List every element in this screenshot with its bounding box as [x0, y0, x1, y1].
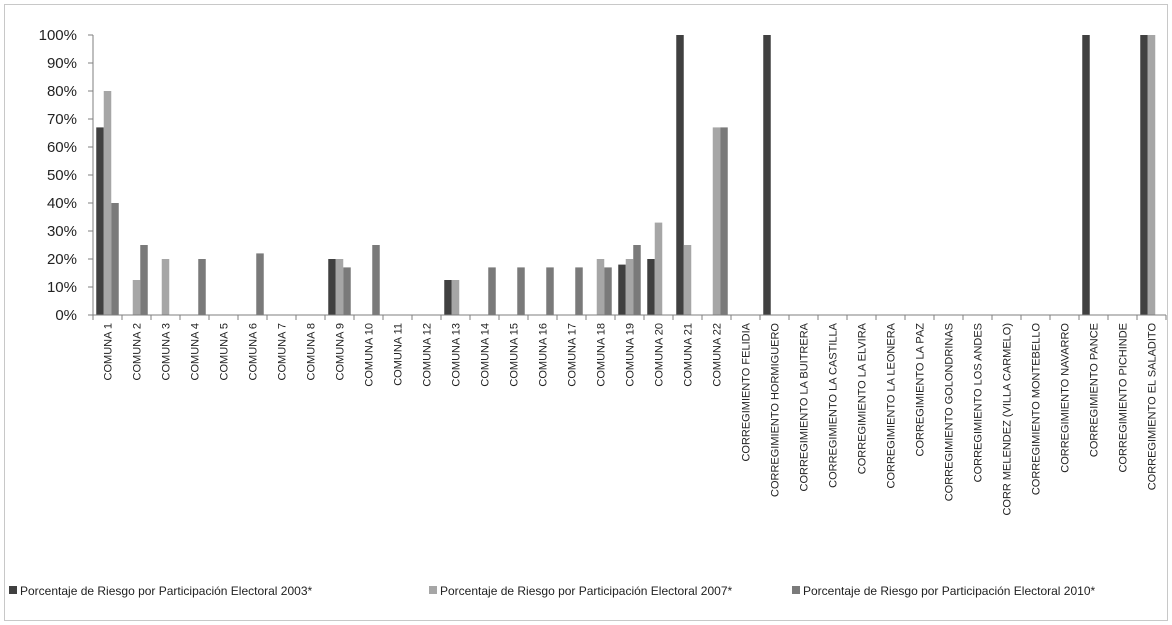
bar-2 [1147, 35, 1156, 315]
bar-1 [676, 35, 684, 315]
category-label: CORREGIMIENTO PANCE [1089, 323, 1101, 457]
bar-2 [654, 222, 663, 315]
category-label: COMUNA 13 [451, 323, 463, 387]
category-label: COMUNA 1 [103, 323, 115, 380]
bar-2 [103, 91, 112, 315]
category-label: CORREGIMIENTO FELIDIA [741, 322, 753, 461]
category-label: CORREGIMIENTO NAVARRO [1060, 323, 1072, 473]
category-label: COMUNA 16 [538, 323, 550, 387]
y-tick-label: 80% [47, 83, 77, 100]
bar-chart: 0% 10% 20% 30% 40% 50% 60% 70% 80% 90% 100% COMUNA… [9, 27, 1167, 598]
category-label: COMUNA 6 [248, 323, 260, 380]
bar-1 [1082, 35, 1090, 315]
y-tick-label: 70% [47, 111, 77, 128]
legend: Porcentaje de Riesgo por Participación E… [9, 584, 1096, 598]
category-label: COMUNA 5 [219, 323, 231, 380]
category-label: COMUNA 19 [625, 323, 637, 387]
bar-2 [712, 127, 721, 316]
category-label: CORREGIMIENTO LA ELVIRA [857, 322, 869, 474]
category-label: COMUNA 11 [393, 323, 405, 386]
bar-2 [683, 245, 692, 315]
category-label: COMUNA 12 [422, 323, 434, 387]
category-label: COMUNA 17 [567, 323, 579, 387]
bar-1 [1140, 35, 1148, 315]
y-axis: 0% 10% 20% 30% 40% 50% 60% 70% 80% 90% 100% [39, 27, 94, 324]
bar-1 [328, 259, 336, 315]
category-label: CORREGIMIENTO HORMIGUERO [770, 323, 782, 497]
bar-3 [517, 267, 525, 315]
bar-3 [720, 127, 728, 316]
y-tick-label: 40% [47, 195, 77, 212]
category-label: CORREGIMIENTO LA PAZ [915, 323, 927, 457]
bar-1 [444, 280, 452, 315]
bar-2 [596, 259, 605, 315]
category-label: COMUNA 21 [683, 323, 695, 387]
category-label: CORREGIMIENTO PICHINDE [1118, 323, 1130, 473]
bar-2 [335, 259, 344, 315]
bar-2 [132, 280, 141, 315]
category-label: CORREGIMIENTO MONTEBELLO [1031, 323, 1043, 496]
legend-swatch [429, 586, 437, 594]
category-label: CORREGIMIENTO LOS ANDES [973, 323, 985, 482]
y-tick-label: 90% [47, 55, 77, 72]
bar-1 [618, 264, 626, 315]
category-label: COMUNA 7 [277, 323, 289, 380]
category-label: COMUNA 20 [654, 323, 666, 387]
category-label: COMUNA 18 [596, 323, 608, 387]
bar-3 [604, 267, 612, 315]
category-label: CORREGIMIENTO LA CASTILLA [828, 322, 840, 488]
category-label: COMUNA 3 [161, 323, 173, 380]
bar-1 [96, 127, 104, 316]
chart-frame: 0% 10% 20% 30% 40% 50% 60% 70% 80% 90% 100% COMUNA… [4, 4, 1168, 621]
bar-3 [256, 253, 264, 315]
legend-swatch [792, 586, 800, 594]
legend-label: Porcentaje de Riesgo por Participación E… [440, 584, 733, 598]
bar-2 [451, 280, 460, 315]
category-label: COMUNA 4 [190, 323, 202, 380]
bar-3 [488, 267, 496, 315]
category-label: CORREGIMIENTO EL SALADITO [1147, 323, 1159, 491]
legend-label: Porcentaje de Riesgo por Participación E… [803, 584, 1096, 598]
category-label: COMUNA 22 [712, 323, 724, 387]
bar-3 [372, 245, 380, 315]
y-tick-label: 0% [55, 307, 77, 324]
bar-1 [647, 259, 655, 315]
y-tick-label: 10% [47, 279, 77, 296]
y-tick-label: 100% [39, 27, 77, 44]
bar-3 [575, 267, 583, 315]
x-axis: COMUNA 1 COMUNA 2 COMUNA 3 COMUNA 4 COMUNA 5… [92, 314, 1167, 516]
legend-swatch [9, 586, 17, 594]
bars [96, 35, 1156, 316]
category-label: COMUNA 8 [306, 323, 318, 380]
category-label: CORR MELENDEZ (VILLA CARMELO) [1002, 323, 1014, 516]
legend-label: Porcentaje de Riesgo por Participación E… [20, 584, 313, 598]
bar-3 [633, 245, 641, 315]
category-label: COMUNA 14 [480, 323, 492, 387]
bar-3 [343, 267, 351, 315]
bar-3 [111, 203, 119, 315]
bar-2 [625, 259, 634, 315]
category-label: COMUNA 9 [335, 323, 347, 380]
category-label: CORREGIMIENTO LA BUITRERA [799, 322, 811, 491]
category-label: COMUNA 15 [509, 323, 521, 387]
category-label: COMUNA 10 [364, 323, 376, 387]
category-label: COMUNA 2 [132, 323, 144, 380]
bar-3 [198, 259, 206, 315]
category-label: CORREGIMIENTO LA LEONERA [886, 322, 898, 488]
y-tick-label: 50% [47, 167, 77, 184]
category-label: CORREGIMIENTO GOLONDRINAS [944, 323, 956, 501]
bar-3 [140, 245, 148, 315]
y-tick-label: 20% [47, 251, 77, 268]
bar-1 [763, 35, 771, 315]
bar-3 [546, 267, 554, 315]
y-tick-label: 60% [47, 139, 77, 156]
y-tick-label: 30% [47, 223, 77, 240]
bar-2 [161, 259, 170, 315]
